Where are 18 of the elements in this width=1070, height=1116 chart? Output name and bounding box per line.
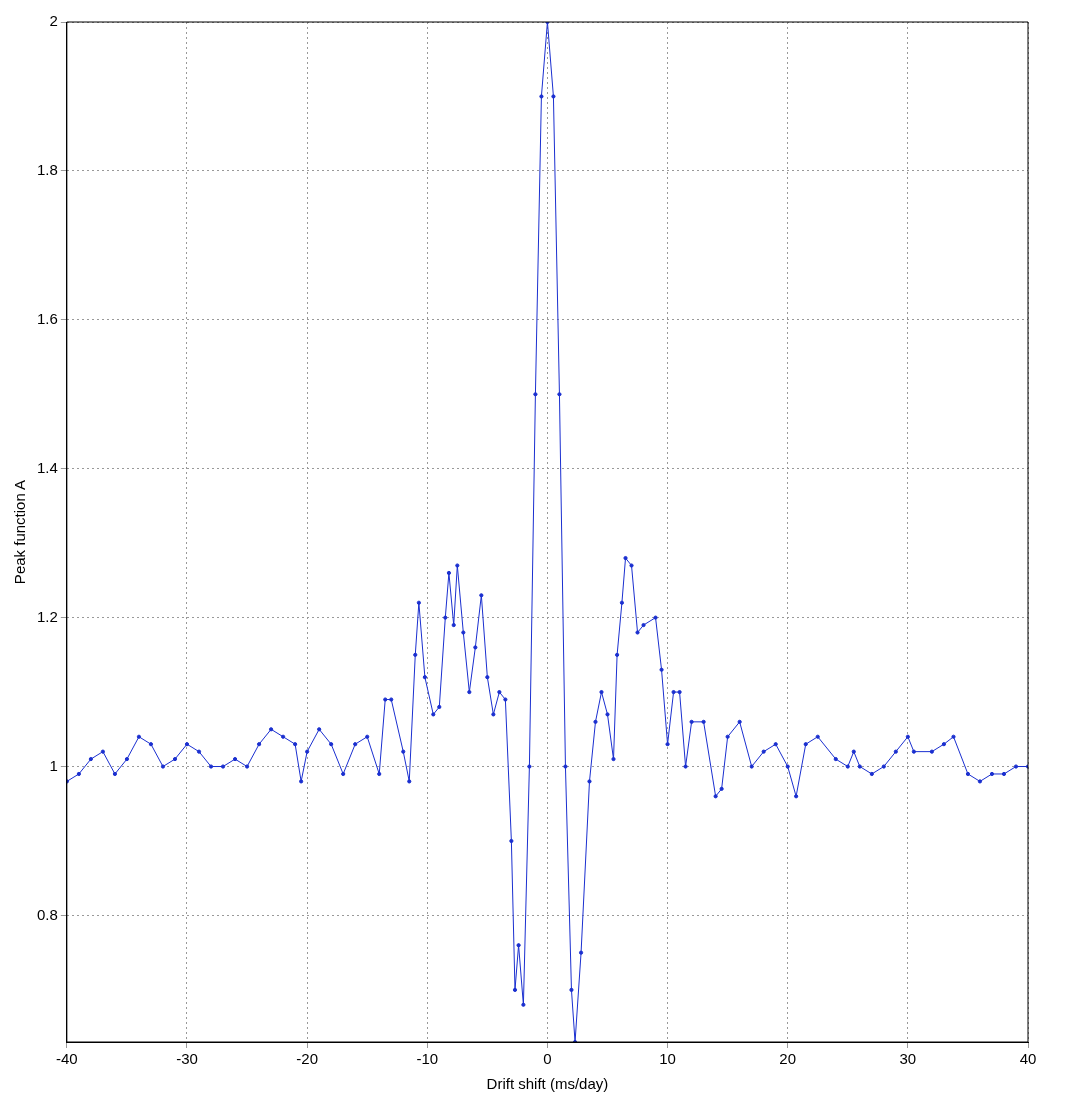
- x-tick-label: 20: [779, 1050, 797, 1068]
- x-tick-label: 0: [543, 1050, 552, 1068]
- y-tick-label: 1.8: [36, 161, 58, 179]
- y-tick-label: 1.6: [36, 309, 58, 327]
- x-tick-label: -30: [176, 1050, 198, 1068]
- y-tick-label: 0.8: [36, 905, 58, 923]
- y-tick-label: 1: [49, 756, 58, 774]
- y-tick-label: 1.2: [36, 607, 58, 625]
- y-tick-label: 2: [49, 12, 58, 30]
- x-axis-title: Drift shift (ms/day): [486, 1075, 609, 1093]
- x-tick-label: -40: [56, 1050, 78, 1068]
- x-tick-label: 40: [1019, 1050, 1037, 1068]
- y-axis-title: Peak function A: [11, 479, 29, 585]
- x-tick-label: -20: [296, 1050, 318, 1068]
- x-tick-label: 30: [899, 1050, 917, 1068]
- y-tick-label: 1.4: [36, 458, 58, 476]
- x-tick-label: 10: [659, 1050, 676, 1068]
- x-tick-label: -10: [416, 1050, 439, 1068]
